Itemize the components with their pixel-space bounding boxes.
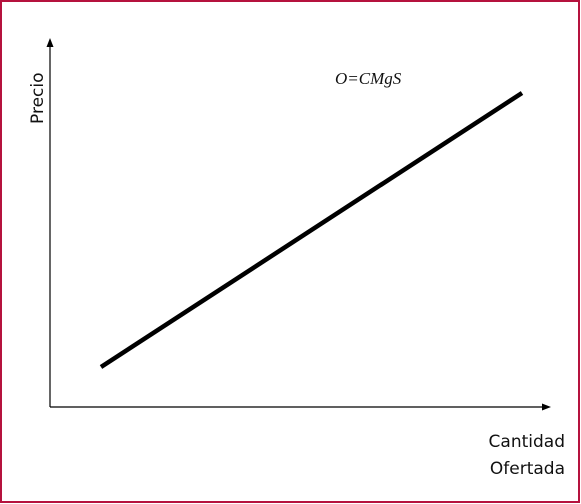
y-axis-label: Precio [28, 73, 48, 125]
x-axis-label: Ofertada [490, 459, 565, 479]
supply-curve [99, 91, 524, 369]
x-axis-arrow [542, 403, 551, 411]
x-axis-label: Cantidad [489, 432, 565, 452]
y-axis-arrow [46, 38, 54, 47]
curve-label: O=CMgS [335, 69, 402, 88]
